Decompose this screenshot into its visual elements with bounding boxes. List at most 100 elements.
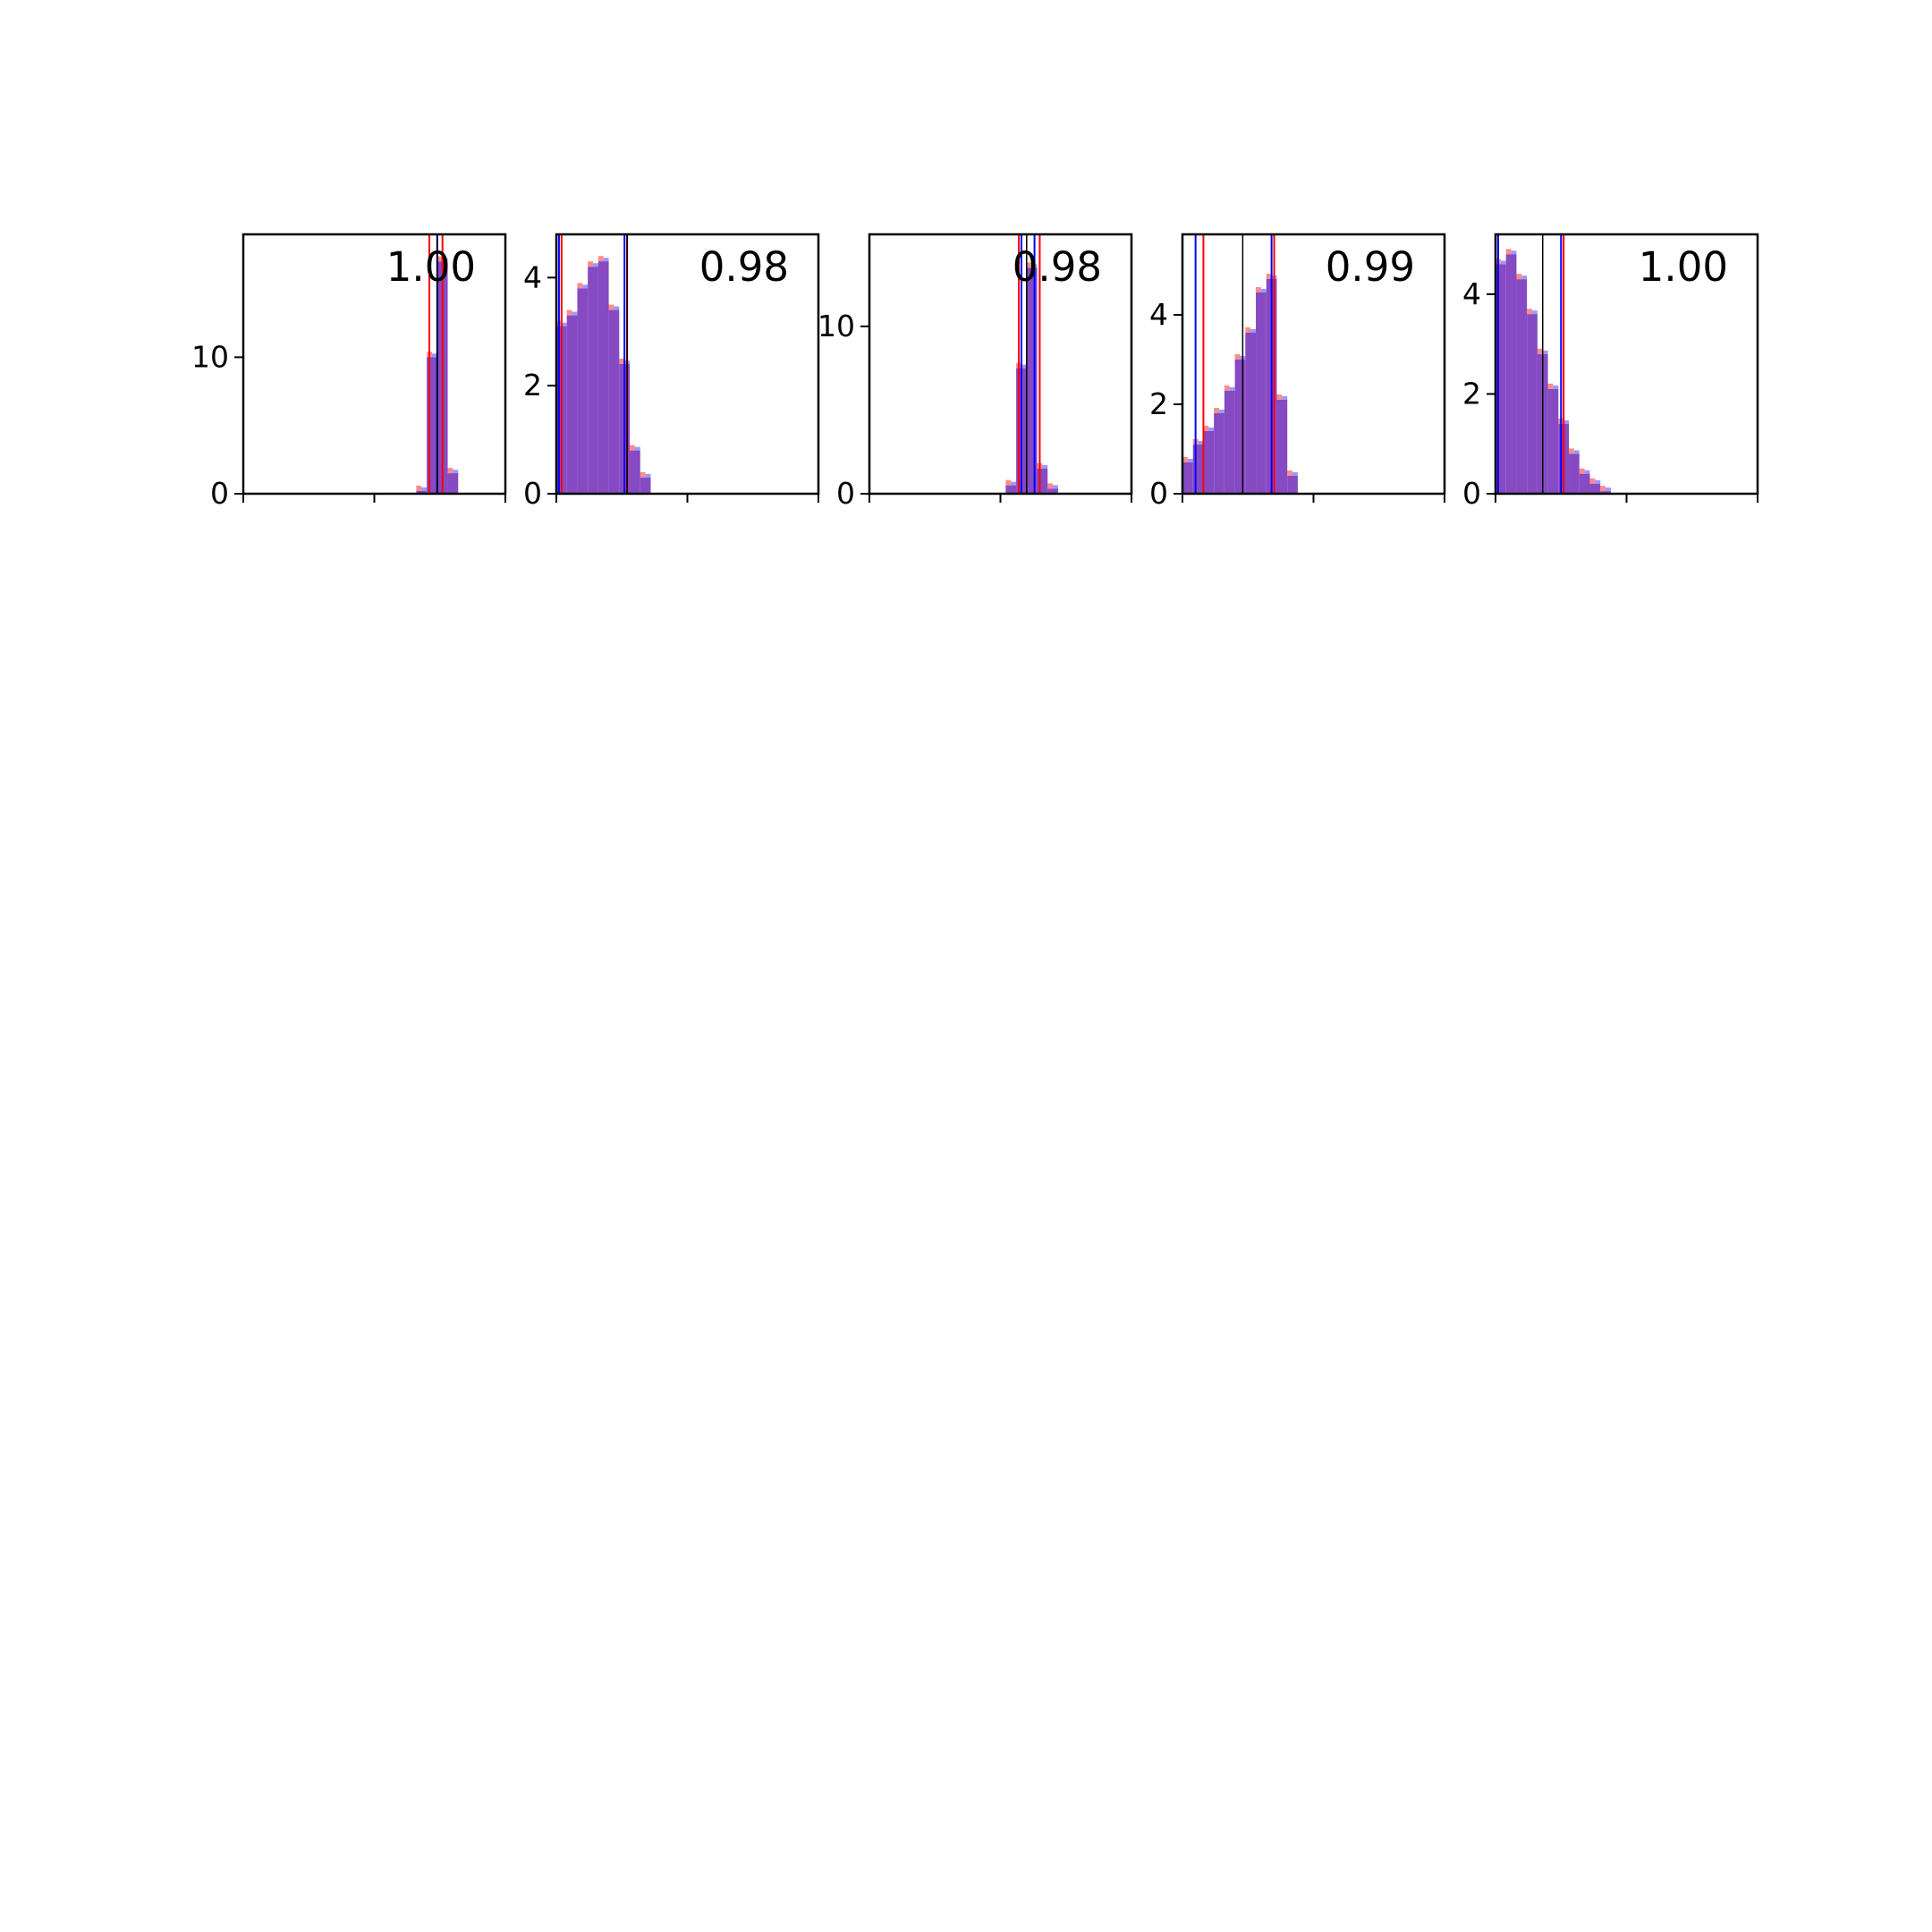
hist-bar-red [1266, 274, 1272, 279]
hist-bar-blue [1292, 472, 1298, 476]
hist-bar [1234, 360, 1246, 494]
hist-bar-red [619, 359, 625, 364]
hist-bar [1496, 264, 1506, 494]
hist-bar-red [640, 471, 646, 478]
hist-bar-red [1224, 386, 1230, 391]
hist-bar-red [1005, 479, 1012, 486]
hist-bar [1276, 400, 1288, 494]
hist-bar-blue [421, 487, 428, 491]
hist-bar-blue [603, 258, 609, 262]
hist-bar-red [1287, 470, 1293, 476]
hist-bar [1203, 431, 1215, 494]
hist-bar-red [1589, 478, 1596, 484]
hist-bar-red [1256, 287, 1261, 292]
hist-bar-blue [453, 470, 459, 474]
hist-bar [577, 288, 589, 494]
hist-bar-blue [1042, 464, 1048, 469]
hist-bar [1224, 391, 1235, 494]
panel-corner-label: 1.00 [386, 243, 476, 291]
y-tick-label: 0 [836, 476, 855, 511]
hist-bar-red [447, 468, 453, 474]
hist-bar-red [1245, 327, 1251, 333]
hist-bar-red [1579, 468, 1585, 474]
hist-bar [1579, 473, 1590, 494]
hist-bar [1569, 453, 1580, 494]
y-tick-label: 10 [818, 309, 855, 343]
hist-bar-blue [1573, 450, 1580, 454]
hist-bar-blue [1521, 275, 1528, 280]
hist-bar [1589, 483, 1601, 494]
hist-bar [447, 473, 459, 494]
hist-bar-red [1026, 262, 1032, 268]
hist-bar [630, 450, 640, 494]
hist-bar [1245, 333, 1257, 494]
y-tick-label: 0 [210, 476, 229, 511]
y-tick-label: 2 [1462, 376, 1481, 411]
panel-1: 0 10 1.00 [191, 233, 507, 511]
hist-bar [1505, 254, 1517, 494]
hist-bar-blue [1606, 487, 1611, 492]
hist-bar [640, 477, 651, 494]
panel-5: 0 2 4 1.00 [1462, 233, 1759, 511]
hist-bar-blue [1053, 485, 1058, 489]
hist-bar-blue [634, 446, 640, 451]
hist-bar-blue [1187, 459, 1193, 462]
hist-bar-red [1203, 426, 1209, 431]
hist-bar [427, 357, 437, 494]
hist-bar-red [1537, 348, 1543, 354]
panel-corner-label: 1.00 [1639, 243, 1728, 291]
hist-bar-blue [1595, 479, 1601, 484]
hist-bar-red [436, 256, 443, 262]
y-tick-label: 2 [1149, 386, 1168, 421]
hist-bar-blue [1250, 329, 1257, 333]
y-tick-label: 0 [1462, 476, 1481, 511]
hist-bar-red [1276, 394, 1283, 400]
hist-bar-red [1569, 448, 1574, 454]
y-tick-label: 4 [523, 259, 542, 294]
panel-corner-label: 0.98 [699, 243, 789, 291]
hist-bar [1287, 476, 1298, 494]
panel-2: 0 2 4 0.98 [523, 233, 820, 511]
hist-bar-blue [614, 306, 620, 310]
y-tick-label: 0 [523, 476, 542, 511]
hist-bar-blue [1511, 250, 1517, 255]
hist-bar-blue [442, 258, 448, 262]
hist-bar-blue [582, 284, 589, 289]
hist-bar-blue [1198, 441, 1204, 445]
hist-bar-red [577, 283, 583, 289]
hist-bar [1182, 462, 1193, 494]
hist-bar-red [1214, 408, 1220, 413]
hist-bar-blue [1021, 364, 1027, 369]
hist-bar [608, 309, 620, 494]
hist-bar-red [1182, 457, 1188, 462]
hist-bar [1600, 491, 1611, 494]
hist-bar-blue [1500, 260, 1506, 265]
y-tick-label: 10 [191, 339, 229, 374]
hist-bar-blue [1563, 419, 1570, 424]
hist-bar [1516, 279, 1528, 494]
hist-bar [1037, 468, 1048, 494]
panel-3: 0 10 0.98 [818, 233, 1133, 511]
hist-bar [1214, 413, 1224, 494]
hist-bar-blue [1208, 428, 1215, 431]
hist-bar-red [588, 261, 594, 267]
y-tick-label: 4 [1149, 297, 1168, 332]
hist-bar-red [416, 485, 422, 491]
hist-bar-blue [561, 322, 567, 326]
hist-bar-red [608, 304, 614, 310]
hist-bar-blue [1229, 387, 1235, 391]
hist-bar-blue [572, 311, 578, 316]
hist-bar-blue [593, 263, 598, 267]
hist-bar-red [1527, 309, 1533, 315]
hist-bar [1256, 292, 1267, 494]
panel-corner-label: 0.99 [1326, 243, 1415, 291]
hist-bar-blue [431, 353, 437, 358]
hist-bar-red [1547, 383, 1554, 389]
hist-bar-blue [1260, 289, 1267, 292]
hist-bar [588, 267, 598, 494]
hist-bar-red [1505, 249, 1512, 255]
hist-bar [597, 261, 609, 494]
hist-bar-blue [645, 473, 651, 478]
hist-bar-blue [1553, 385, 1559, 389]
